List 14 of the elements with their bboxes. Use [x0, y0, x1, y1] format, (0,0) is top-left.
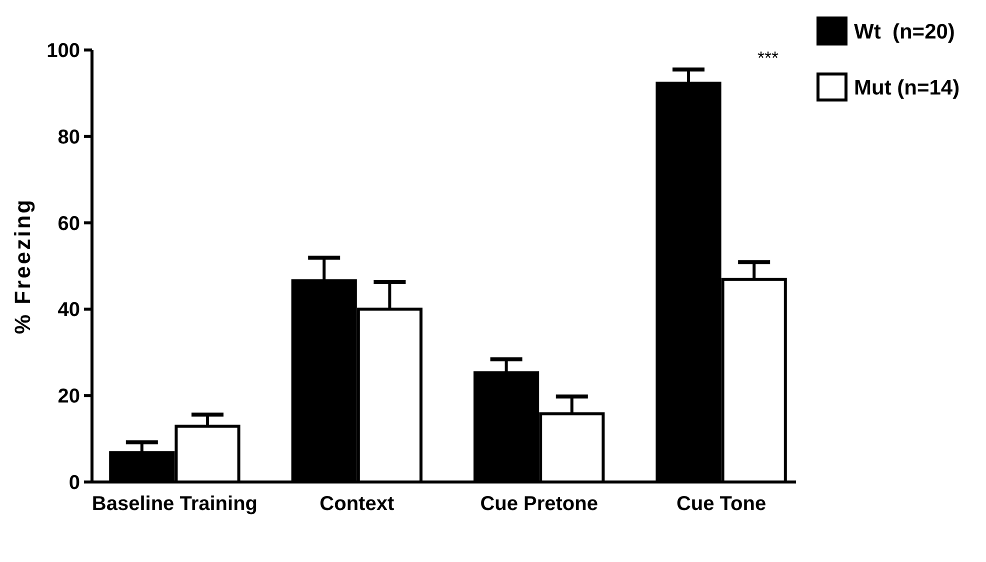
x-tick-label: Baseline Training — [92, 493, 258, 515]
x-tick-label: Context — [320, 493, 394, 515]
x-tick-label: Cue Tone — [676, 493, 766, 515]
annotation: *** — [757, 48, 779, 68]
y-axis-title: % Freezing — [10, 198, 35, 334]
legend-label: Wt (n=20) — [854, 20, 955, 44]
y-tick-label: 100 — [46, 40, 80, 62]
y-tick-label: 60 — [58, 212, 80, 235]
x-tick-label: Cue Pretone — [480, 493, 598, 515]
y-tick-label: 80 — [58, 126, 80, 148]
y-tick-label: 40 — [58, 299, 80, 322]
y-tick-label: 0 — [68, 472, 80, 494]
y-tick-label: 20 — [58, 386, 80, 408]
legend-label: Mut (n=14) — [854, 76, 960, 100]
